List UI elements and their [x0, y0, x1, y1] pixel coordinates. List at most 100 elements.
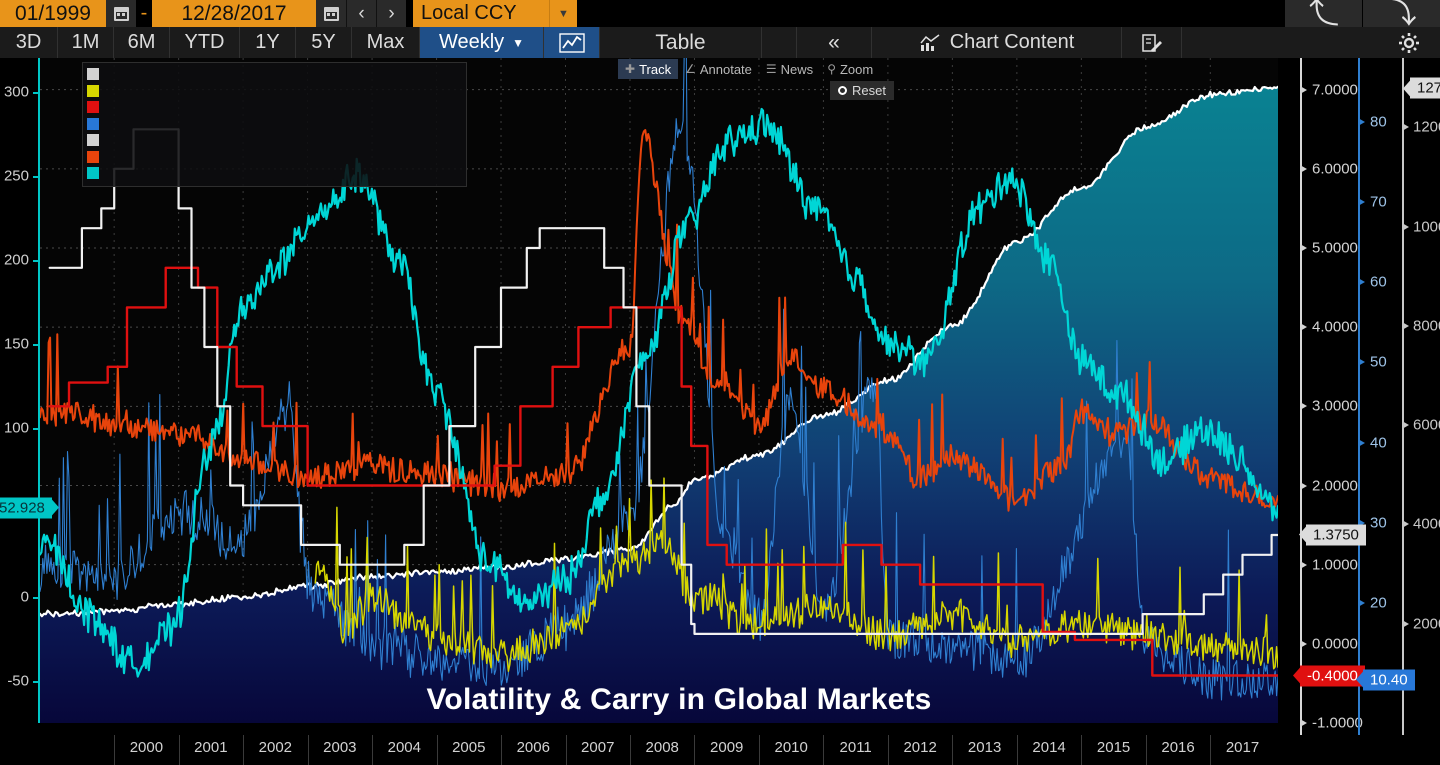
zoom-tool-button[interactable]: ⚲ Zoom: [820, 59, 880, 79]
axis-r2-spine: [1358, 58, 1360, 758]
legend-row[interactable]: [87, 132, 462, 149]
series-us2s10s-slope: [40, 107, 1278, 678]
axis-tick-mark: [1358, 278, 1365, 287]
legend-row[interactable]: [87, 149, 462, 166]
range-toolbar: 3D 1M 6M YTD 1Y 5Y Max Weekly ▼ Table «: [0, 27, 1440, 58]
date-from-input[interactable]: 01/1999: [0, 0, 106, 27]
news-tool-button[interactable]: ☰ News: [759, 59, 820, 79]
crosshair-icon: ✚: [625, 62, 636, 76]
edit-button[interactable]: [1122, 27, 1182, 58]
axis-right-r1: -1.0000 0.0000 1.0000 2.0000 3.0000 4.0000 5.0…: [1300, 58, 1363, 758]
legend-row[interactable]: [87, 99, 462, 116]
currency-select[interactable]: Local CCY: [413, 0, 549, 27]
x-axis-tick-label: 2006: [516, 739, 550, 756]
axis-tick-label: 150: [3, 335, 29, 353]
axis-left-spine: [38, 58, 40, 723]
period-dropdown[interactable]: Weekly ▼: [420, 27, 544, 58]
x-axis-separator: [501, 735, 503, 765]
legend-row[interactable]: [87, 83, 462, 100]
x-axis-separator: [629, 735, 631, 765]
calendar-to-icon[interactable]: [316, 0, 346, 27]
axis-tick-label: 250: [3, 167, 29, 185]
collapse-panel-button[interactable]: «: [796, 27, 872, 58]
x-axis-separator: [1145, 735, 1147, 765]
range-button-6m[interactable]: 6M: [114, 27, 170, 58]
x-axis-tick-label: 2014: [1032, 739, 1066, 756]
range-button-3d[interactable]: 3D: [0, 27, 58, 58]
x-axis-separator: [307, 735, 309, 765]
angle-icon: ∠: [685, 62, 696, 76]
axis-tick-label: 3.0000: [1312, 397, 1358, 415]
series-ty-vol: [314, 477, 1278, 672]
x-axis-separator: [1081, 735, 1083, 765]
gear-icon: [1399, 32, 1419, 53]
chart-view-button[interactable]: [544, 27, 600, 58]
x-axis-tick-label: 2017: [1225, 739, 1260, 756]
range-button-ytd[interactable]: YTD: [170, 27, 240, 58]
axis-tick-mark: [33, 428, 40, 431]
prev-period-button[interactable]: ‹: [346, 0, 376, 27]
axis-tick-label: 12000: [1413, 118, 1440, 136]
axis-tick-mark: [1300, 323, 1307, 332]
x-axis-tick-label: 2010: [774, 739, 808, 756]
next-period-button[interactable]: ›: [376, 0, 406, 27]
track-tool-button[interactable]: ✚ Track: [618, 59, 679, 79]
toolbar-gap: [762, 27, 796, 58]
x-axis-separator: [887, 735, 889, 765]
plot-canvas[interactable]: ✚ Track ∠ Annotate ☰ News ⚲ Zoom Res: [40, 58, 1278, 723]
axis-tick-mark: [1402, 222, 1409, 231]
axis-tick-label: 30: [1370, 514, 1387, 532]
axis-left-l2: -50050100150200250300: [0, 58, 40, 723]
bar-chart-icon: [920, 33, 940, 51]
range-button-max[interactable]: Max: [352, 27, 420, 58]
legend-swatch: [87, 84, 99, 97]
series-balance-sheet-line: [40, 85, 1278, 618]
legend-swatch: [87, 150, 99, 163]
axis-tick-mark: [1358, 118, 1365, 127]
top-date-bar: 01/1999 - 12/28/2017 ‹ › Local CCY ▼ ⤴ ⤵: [0, 0, 1440, 30]
redo-button[interactable]: ⤵: [1362, 0, 1440, 30]
reset-button[interactable]: Reset: [830, 81, 894, 100]
x-axis-tick-label: 2004: [387, 739, 421, 756]
chart-title: Volatility & Carry in Global Markets: [426, 683, 932, 716]
legend-swatch: [87, 167, 99, 180]
legend-row[interactable]: [87, 165, 462, 182]
x-axis-tick-label: 2001: [194, 739, 228, 756]
chart-content-button[interactable]: Chart Content: [872, 27, 1122, 58]
chart-area: -50 0 50 100 150 200 250 300: [0, 58, 1440, 758]
fedfunds-tag: 1.3750: [1306, 524, 1366, 546]
legend-row[interactable]: [87, 116, 462, 133]
currency-caret-icon[interactable]: ▼: [549, 0, 577, 27]
us2s10s-tag: 52.928: [0, 497, 52, 519]
range-button-5y[interactable]: 5Y: [296, 27, 352, 58]
x-axis-separator: [178, 735, 180, 765]
tab-table[interactable]: Table: [600, 27, 762, 58]
series-eurodepo: [48, 266, 1278, 677]
axis-tick-mark: [1358, 518, 1365, 527]
annotate-tool-button[interactable]: ∠ Annotate: [678, 59, 759, 79]
legend-row[interactable]: [87, 66, 462, 83]
date-range-dash: -: [136, 0, 152, 27]
news-icon: ☰: [765, 62, 777, 76]
axis-tick-label: 6000: [1413, 416, 1440, 434]
axis-tick-mark: [1300, 85, 1307, 94]
axis-right-r3-balance-sheet: 2000 4000 6000 8000 10000 12000: [1402, 58, 1440, 758]
range-button-1y[interactable]: 1Y: [240, 27, 296, 58]
legend-swatch: [87, 134, 99, 147]
date-to-input[interactable]: 12/28/2017: [152, 0, 316, 27]
axis-tick-label: 7.0000: [1312, 81, 1358, 99]
series-legend: [82, 62, 467, 187]
calendar-from-icon[interactable]: [106, 0, 136, 27]
x-axis-tick-label: 2012: [903, 739, 937, 756]
x-axis-tick-label: 2000: [129, 739, 164, 756]
x-axis-tick-label: 2016: [1161, 739, 1195, 756]
line-chart-icon: [558, 32, 585, 53]
undo-button[interactable]: ⤴: [1284, 0, 1362, 30]
axis-tick-mark: [33, 260, 40, 263]
settings-button[interactable]: [1378, 27, 1440, 58]
x-axis-tick-label: 2015: [1096, 739, 1131, 756]
axis-tick-mark: [1402, 421, 1409, 430]
redo-icon: ⤵: [1386, 0, 1417, 30]
axis-tick-label: 1.0000: [1312, 556, 1358, 574]
range-button-1m[interactable]: 1M: [58, 27, 114, 58]
